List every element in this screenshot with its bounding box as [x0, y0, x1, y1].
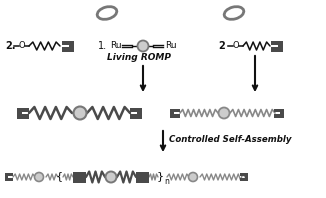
Circle shape	[35, 172, 43, 182]
Polygon shape	[130, 108, 142, 118]
Polygon shape	[17, 108, 29, 118]
Circle shape	[188, 172, 198, 182]
Text: n: n	[164, 176, 169, 186]
Circle shape	[218, 108, 230, 118]
Polygon shape	[5, 173, 13, 181]
Text: Living ROMP: Living ROMP	[107, 52, 171, 62]
Circle shape	[73, 107, 86, 120]
Circle shape	[138, 41, 149, 51]
Text: O: O	[19, 42, 25, 50]
Text: Controlled Self-Assembly: Controlled Self-Assembly	[169, 135, 291, 145]
Bar	[72, 171, 85, 183]
Polygon shape	[271, 41, 283, 51]
Text: 1.: 1.	[98, 41, 107, 51]
Text: 2.: 2.	[5, 41, 16, 51]
Polygon shape	[170, 109, 180, 117]
Text: O: O	[233, 42, 239, 50]
Polygon shape	[62, 41, 74, 51]
Bar	[136, 171, 149, 183]
Polygon shape	[274, 109, 284, 117]
Text: Ru: Ru	[110, 42, 122, 50]
Circle shape	[106, 171, 116, 183]
Polygon shape	[240, 173, 248, 181]
Text: {: {	[55, 171, 63, 181]
Text: 2: 2	[218, 41, 225, 51]
Text: Ru: Ru	[165, 42, 177, 50]
Text: }: }	[156, 171, 164, 181]
